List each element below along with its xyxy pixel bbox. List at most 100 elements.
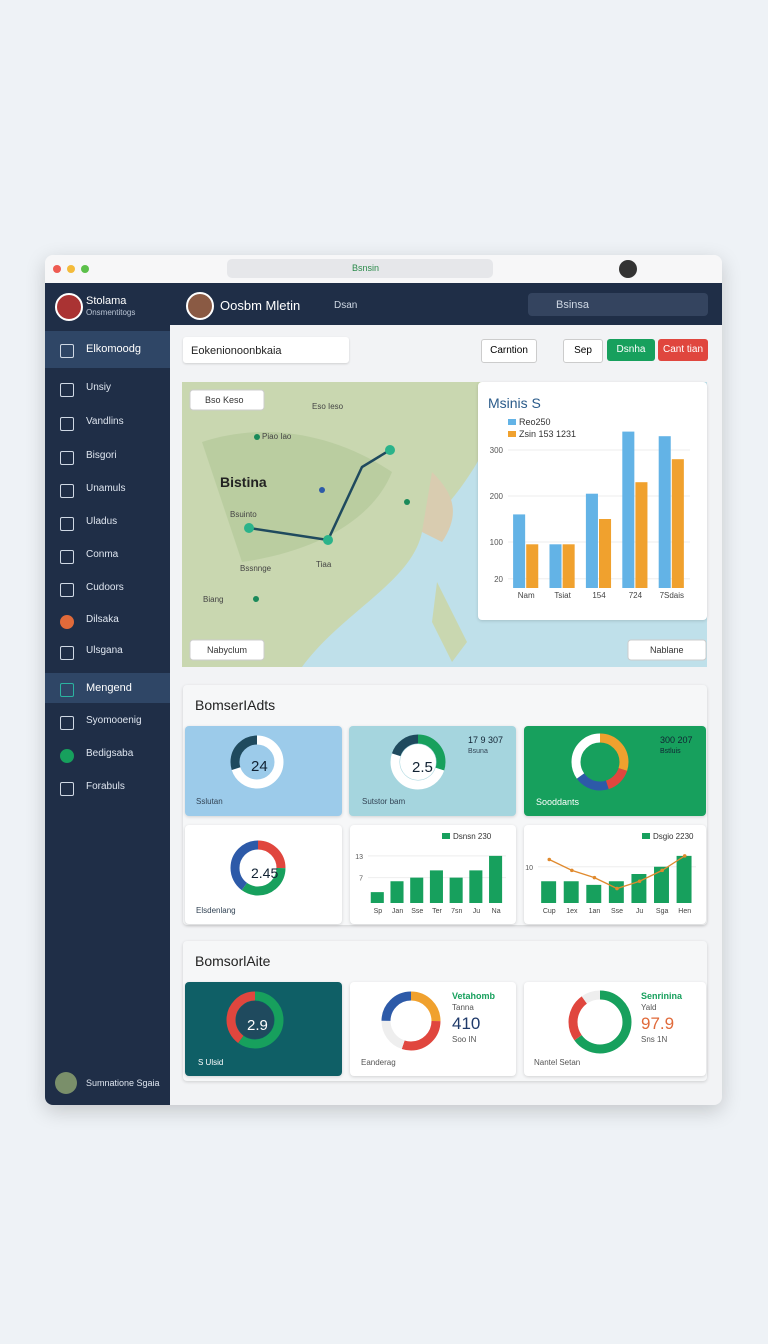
- donut-segment: [230, 735, 284, 789]
- section-title: BomserIAdts: [195, 697, 276, 713]
- bar: [622, 431, 635, 588]
- close[interactable]: [53, 265, 61, 273]
- bar: [671, 459, 684, 588]
- donut-segment: [381, 991, 441, 1051]
- nav-icon: [60, 550, 74, 564]
- x-tick-label: Ju: [473, 908, 481, 915]
- nav-icon: [60, 484, 74, 498]
- donut-segment: [571, 733, 629, 791]
- button[interactable]: Cant tian: [658, 339, 708, 361]
- bar: [631, 874, 647, 903]
- kpi-value: 2.5: [412, 759, 433, 776]
- combo-chart: 10 Cup 1ex 1an Sse Ju Sga Hen Dsgio 2230: [525, 832, 696, 915]
- x-tick-label: 724: [629, 591, 643, 600]
- line-point: [592, 875, 597, 880]
- chart-title: Msinis S: [488, 395, 541, 411]
- nav-item[interactable]: Vandlins: [86, 416, 124, 427]
- nav-item[interactable]: Bisgori: [86, 450, 117, 461]
- legend-swatch: [508, 419, 516, 425]
- line-point: [682, 854, 687, 858]
- donut-segment: [226, 991, 284, 1049]
- nav-icon: [60, 716, 74, 730]
- kpi-value: 97.9: [641, 1014, 675, 1033]
- x-tick-label: Sga: [656, 908, 669, 915]
- map-title: Bistina: [220, 474, 267, 490]
- nav-icon: [60, 451, 74, 465]
- map-view[interactable]: Nablane: [650, 645, 684, 655]
- y-tick-label: 200: [490, 492, 504, 501]
- search-box[interactable]: [183, 337, 349, 363]
- nav-item[interactable]: Dilsaka: [86, 614, 119, 625]
- donut-segment: [568, 990, 632, 1054]
- bar: [370, 892, 384, 903]
- bar: [608, 881, 624, 903]
- nav-item[interactable]: Mengend: [86, 682, 132, 694]
- kpi-meta: Bstluis: [660, 748, 681, 755]
- bar: [676, 855, 692, 903]
- y-tick-label: 7: [359, 876, 363, 883]
- nav-item[interactable]: Unsiy: [86, 382, 112, 393]
- kpi-caption: Nantel Setan: [534, 1058, 581, 1067]
- bar: [469, 870, 483, 903]
- line-point: [570, 868, 574, 873]
- header-link[interactable]: Dsan: [334, 300, 358, 311]
- x-tick-label: Tsiat: [554, 591, 571, 600]
- map-label: Eso Ieso: [312, 402, 344, 411]
- x-tick-label: 1ex: [566, 908, 578, 915]
- donut: [381, 991, 441, 1051]
- kpi-caption: Eanderag: [361, 1058, 396, 1067]
- donut: [226, 991, 284, 1049]
- kpi-caption: Elsdenlang: [196, 906, 236, 915]
- x-tick-label: 7sn: [451, 908, 462, 915]
- button[interactable]: Sep: [563, 339, 603, 363]
- nav-item[interactable]: Cudoors: [86, 582, 124, 593]
- bar: [526, 544, 539, 588]
- select[interactable]: Carntion: [481, 339, 537, 363]
- kpi-meta: Senrinina: [641, 991, 683, 1001]
- user-name: Stolama: [86, 295, 127, 307]
- y-tick-label: 300: [490, 446, 504, 455]
- y-tick-label: 100: [490, 538, 504, 547]
- nav-item[interactable]: Unamuls: [86, 483, 126, 494]
- nav-item[interactable]: Elkomoodg: [86, 343, 142, 355]
- maximize[interactable]: [81, 265, 89, 273]
- legend-label: Dsgio 2230: [653, 832, 694, 841]
- bar: [410, 877, 424, 903]
- minimize[interactable]: [67, 265, 75, 273]
- map-label: Bsuinto: [230, 510, 257, 519]
- donut-segment: [230, 840, 286, 896]
- header-search[interactable]: [528, 293, 708, 316]
- bar-chart: 7 13 Sp Jan Sse Ter 7sn Ju Na Dsnsn 230: [355, 832, 506, 915]
- donut-center: [400, 744, 436, 780]
- button[interactable]: Dsnha: [607, 339, 655, 361]
- avatar[interactable]: [619, 260, 637, 278]
- url-bar[interactable]: [227, 259, 493, 278]
- kpi-value: 410: [452, 1014, 481, 1033]
- bar: [513, 514, 526, 588]
- bar: [562, 544, 575, 588]
- active-item-bg: [45, 673, 170, 703]
- kpi-meta: Bsuna: [468, 748, 488, 755]
- bar: [586, 884, 602, 903]
- donut-segment: [571, 733, 629, 791]
- line-point: [547, 857, 552, 862]
- nav-icon: [60, 646, 74, 660]
- nav-icon: [60, 683, 74, 697]
- line-point: [615, 886, 619, 891]
- map-layer[interactable]: Bso Keso: [205, 395, 244, 405]
- donut: [390, 734, 446, 790]
- donut: [230, 735, 284, 789]
- kpi-meta: 300 207: [660, 735, 693, 745]
- nav-item[interactable]: Ulsgana: [86, 645, 123, 656]
- nav-item[interactable]: Uladus: [86, 516, 118, 527]
- map-filter[interactable]: Nabyclum: [207, 645, 248, 655]
- nav-item[interactable]: Bedigsaba: [86, 748, 134, 759]
- header-avatar: [186, 292, 214, 320]
- nav-item[interactable]: Forabuls: [86, 781, 125, 792]
- nav-item[interactable]: Syomooenig: [86, 715, 142, 726]
- donut-center: [581, 743, 619, 781]
- nav-item[interactable]: Conma: [86, 549, 119, 560]
- chart-card: [524, 825, 706, 924]
- kpi-meta: 17 9 307: [468, 735, 504, 745]
